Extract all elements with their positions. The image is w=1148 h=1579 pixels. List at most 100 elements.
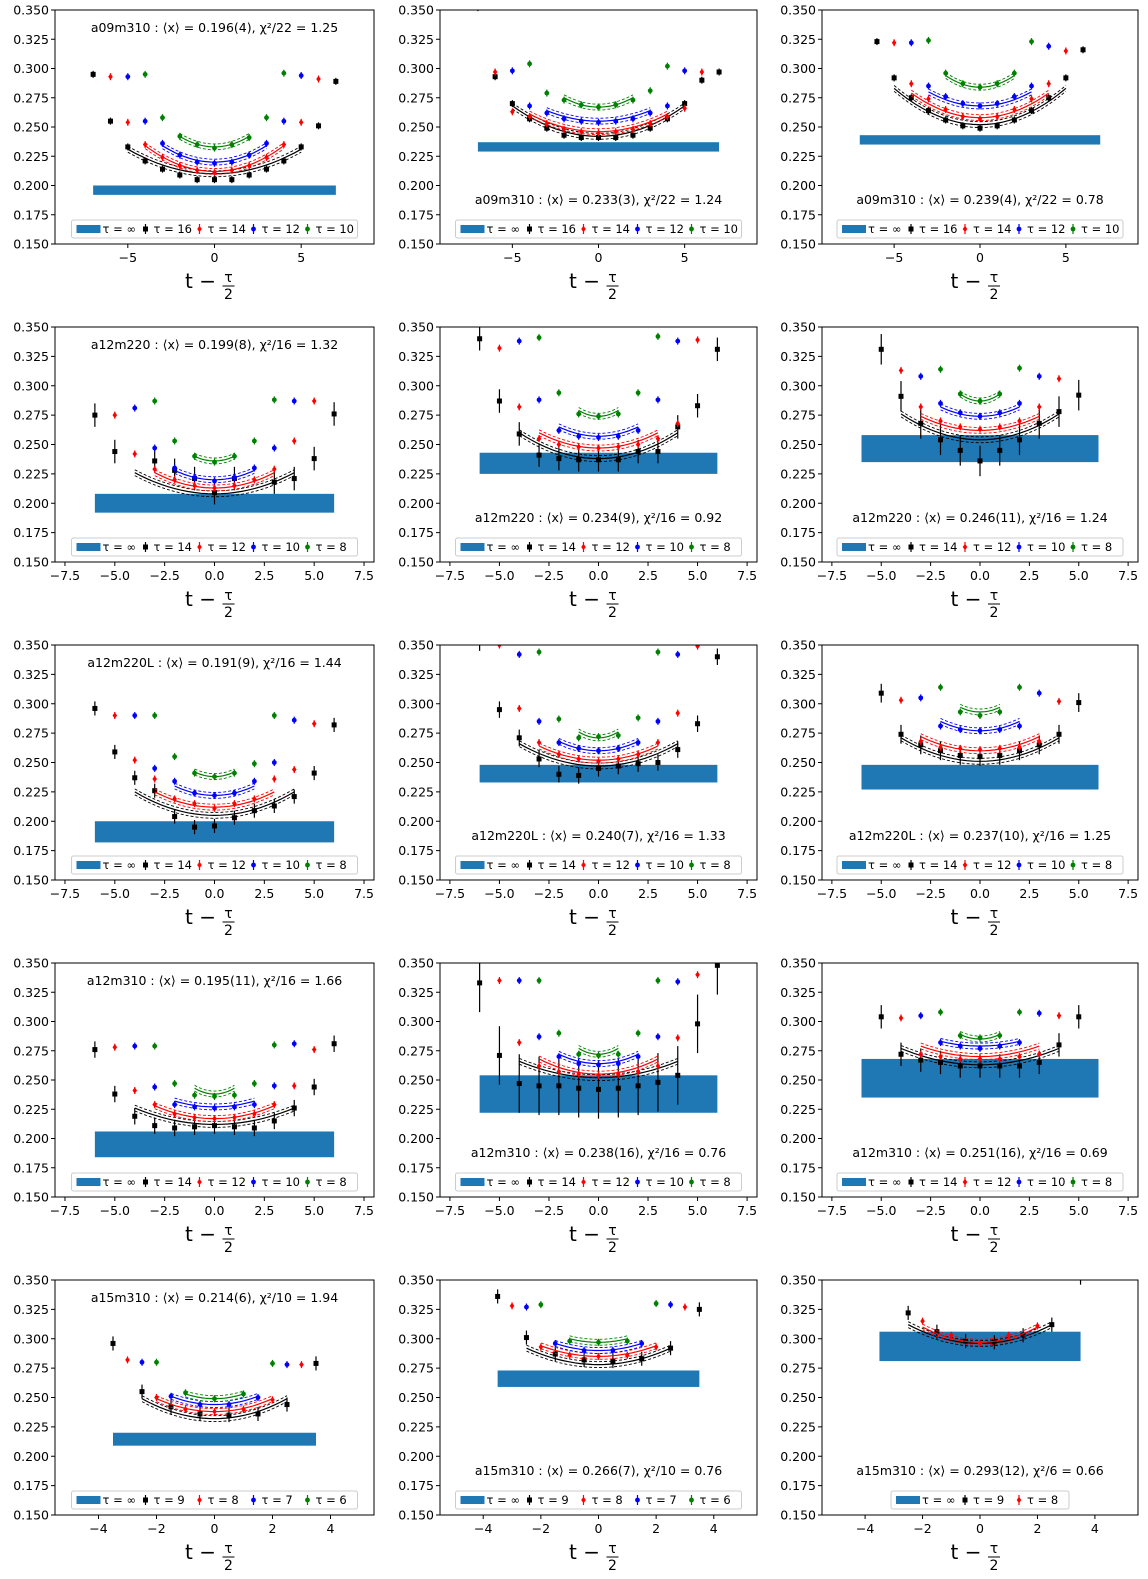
data-point <box>139 1359 145 1365</box>
legend-item: τ = 8 <box>1070 858 1112 872</box>
data-point <box>152 765 158 771</box>
data-point <box>536 1062 542 1070</box>
y-tick-label: 0.325 <box>398 349 434 364</box>
data-point <box>596 135 601 141</box>
legend-label: τ = 16 <box>154 222 193 236</box>
x-tick-label: 0 <box>211 1521 219 1536</box>
legend-label: τ = 10 <box>646 1175 685 1189</box>
data-point <box>264 154 269 161</box>
data-point <box>578 118 584 124</box>
data-point <box>596 1339 601 1345</box>
x-tick-label: −2 <box>913 1521 931 1536</box>
data-point <box>977 398 983 404</box>
legend-item: τ = ∞ <box>842 858 901 872</box>
x-label-main: t − <box>951 1540 982 1564</box>
fit-band-upper <box>170 1392 259 1403</box>
legend-label: τ = ∞ <box>103 222 136 236</box>
data-point <box>615 1085 621 1091</box>
fit-band-upper <box>194 1084 235 1092</box>
y-tick-label: 0.150 <box>13 873 49 888</box>
y-tick-label: 0.200 <box>13 1131 49 1146</box>
legend-label: τ = 10 <box>1081 222 1120 236</box>
series-tau-6 <box>538 1299 659 1346</box>
legend-marker <box>1016 544 1022 550</box>
legend: τ = ∞ τ = 14 τ = 12 τ = 10 τ = 8 <box>455 1172 742 1192</box>
legend-marker <box>581 543 586 551</box>
data-point <box>197 1402 203 1407</box>
series-tau-12 <box>497 971 700 1079</box>
legend-label: τ = 14 <box>154 858 193 872</box>
fit-annotation: a12m220 : ⟨x⟩ = 0.234(9), χ²/16 = 0.92 <box>475 510 722 525</box>
data-point <box>271 1083 277 1089</box>
y-tick-label: 0.300 <box>780 378 816 393</box>
data-point <box>943 106 948 113</box>
y-tick-label: 0.150 <box>398 237 434 252</box>
data-point <box>1036 1051 1042 1058</box>
legend-swatch <box>460 1178 485 1186</box>
data-point <box>655 435 661 442</box>
data-point <box>635 1030 641 1036</box>
y-tick-label: 0.350 <box>13 1273 49 1288</box>
y-tick-label: 0.175 <box>780 207 816 222</box>
data-point <box>977 103 983 109</box>
data-point <box>271 760 277 765</box>
data-point <box>212 177 217 183</box>
legend-label: τ = 9 <box>154 1493 185 1507</box>
data-point <box>938 1040 943 1045</box>
x-label-denominator: 2 <box>990 1558 999 1574</box>
x-axis-label: t − τ2 <box>569 1540 619 1574</box>
y-tick-label: 0.325 <box>780 349 816 364</box>
data-point <box>576 457 582 463</box>
x-label-main: t − <box>185 905 216 929</box>
y-tick-label: 0.300 <box>13 378 49 393</box>
y-tick-label: 0.275 <box>13 726 49 741</box>
data-point <box>578 135 584 141</box>
data-point <box>1049 1322 1055 1328</box>
legend-label: τ = 8 <box>700 1175 731 1189</box>
tau-inf-band <box>859 135 1101 145</box>
data-point <box>112 1044 118 1051</box>
legend-marker <box>1016 1179 1022 1185</box>
y-tick-label: 0.350 <box>13 638 49 653</box>
series-tau-14 <box>878 334 1082 477</box>
x-tick-label: 0.0 <box>589 568 609 583</box>
data-point <box>561 132 567 138</box>
data-point <box>538 1302 544 1308</box>
data-point <box>271 1042 277 1048</box>
data-point <box>232 800 237 807</box>
data-point <box>561 97 567 103</box>
data-point <box>212 823 217 829</box>
legend-item: τ = 12 <box>962 540 1012 554</box>
legend-item: τ = 8 <box>689 540 731 554</box>
y-tick-label: 0.275 <box>398 1361 434 1376</box>
x-tick-label: 7.5 <box>354 886 374 901</box>
data-point <box>291 717 297 723</box>
x-tick-label: −2.5 <box>915 1203 945 1218</box>
data-point <box>212 484 217 492</box>
data-point <box>1046 43 1052 49</box>
series-tau-10 <box>142 69 287 152</box>
data-point <box>665 113 670 120</box>
x-tick-label: −5 <box>503 250 521 265</box>
data-point <box>536 435 542 442</box>
y-tick-label: 0.225 <box>398 1102 434 1117</box>
data-point <box>112 449 118 455</box>
x-tick-label: 5.0 <box>304 886 324 901</box>
data-point <box>908 40 914 46</box>
x-axis-label: t − τ2 <box>185 269 235 303</box>
data-point <box>699 77 705 83</box>
data-point <box>977 84 983 90</box>
data-point <box>926 95 931 103</box>
x-tick-label: −2.5 <box>149 1203 179 1218</box>
x-label-numerator: τ <box>990 1223 998 1239</box>
data-point <box>596 413 601 419</box>
y-tick-label: 0.200 <box>13 814 49 829</box>
data-point <box>878 1014 884 1020</box>
data-point <box>212 793 217 798</box>
x-tick-label: 2.5 <box>254 1203 274 1218</box>
data-point <box>536 649 542 655</box>
fit-curve <box>960 706 1001 713</box>
x-label-numerator: τ <box>990 270 998 286</box>
y-tick-label: 0.150 <box>398 1508 434 1523</box>
data-point <box>635 740 641 745</box>
